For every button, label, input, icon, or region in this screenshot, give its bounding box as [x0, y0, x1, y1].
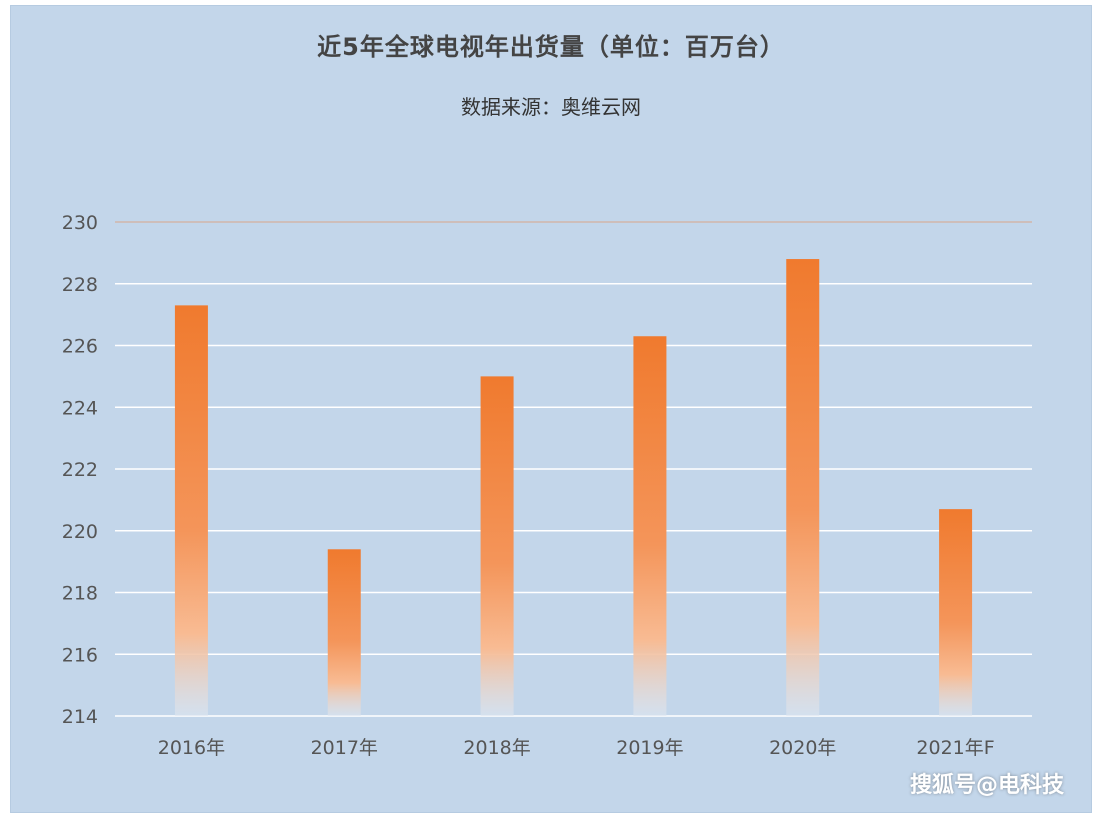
- x-tick-label: 2016年: [158, 737, 225, 759]
- x-axis-ticks: 2016年 2017年 2018年 2019年 2020年 2021年F: [158, 737, 995, 759]
- y-tick-label: 230: [62, 212, 98, 234]
- chart-subtitle: 数据来源：奥维云网: [461, 95, 641, 119]
- y-tick-label: 226: [62, 336, 98, 358]
- x-tick-label: 2021年F: [916, 737, 994, 759]
- y-tick-label: 220: [62, 521, 98, 543]
- bar-2016年: [174, 305, 208, 716]
- x-tick-label: 2019年: [616, 737, 683, 759]
- bar-2017年: [327, 549, 361, 716]
- chart-title: 近5年全球电视年出货量（单位：百万台）: [317, 33, 785, 61]
- watermark-text: 搜狐号@电科技: [909, 773, 1064, 798]
- y-tick-label: 222: [62, 459, 98, 481]
- bar-2018年: [480, 376, 514, 716]
- y-axis-ticks: 214 216 218 220 222 224 226 228 230: [62, 212, 98, 728]
- bar-2021年F: [939, 509, 973, 716]
- y-tick-label: 214: [62, 706, 98, 728]
- y-tick-label: 216: [62, 644, 98, 666]
- bars: [174, 259, 973, 716]
- y-tick-label: 228: [62, 274, 98, 296]
- bar-2020年: [786, 259, 820, 716]
- y-tick-label: 218: [62, 583, 98, 605]
- bar-2019年: [633, 336, 667, 716]
- chart-panel: 近5年全球电视年出货量（单位：百万台） 数据来源：奥维云网 214 216 218 2…: [10, 5, 1092, 813]
- gridlines: [115, 221, 1032, 717]
- x-tick-label: 2017年: [311, 737, 378, 759]
- x-tick-label: 2018年: [463, 737, 530, 759]
- y-tick-label: 224: [62, 397, 98, 419]
- x-tick-label: 2020年: [769, 737, 836, 759]
